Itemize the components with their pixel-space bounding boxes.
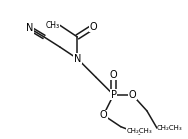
Text: CH₃: CH₃ <box>46 21 60 30</box>
Text: CH₂CH₃: CH₂CH₃ <box>127 128 152 134</box>
Text: P: P <box>111 90 117 100</box>
Text: O: O <box>100 110 107 120</box>
Text: N: N <box>74 54 81 64</box>
Text: O: O <box>89 22 97 32</box>
Text: N: N <box>26 23 33 33</box>
Text: CH₂CH₃: CH₂CH₃ <box>157 125 183 131</box>
Text: O: O <box>129 90 136 100</box>
Text: O: O <box>110 70 117 80</box>
